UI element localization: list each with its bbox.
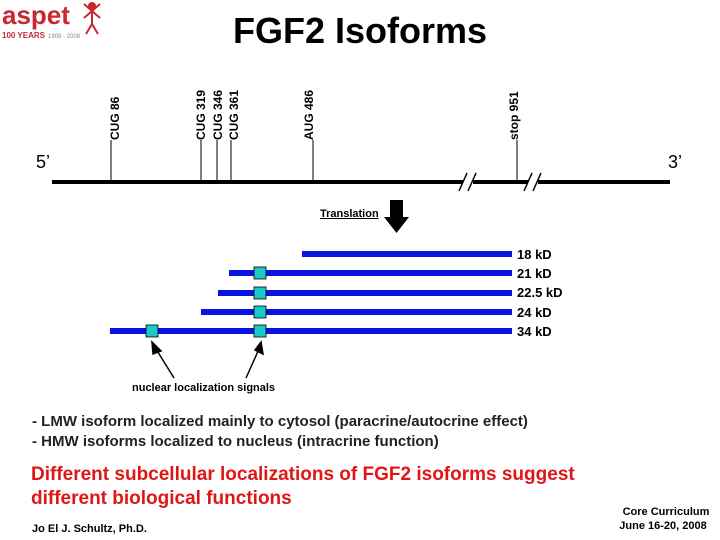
figure-icon xyxy=(83,2,101,35)
isoform-label-34kd: 34 kD xyxy=(517,324,552,339)
nls-box-24kd xyxy=(253,305,267,319)
slide-title: FGF2 Isoforms xyxy=(232,10,488,51)
author-credit: Jo El J. Schultz, Ph.D. xyxy=(32,523,147,535)
aspet-logo: aspet 100 YEARS 1908 · 2008 xyxy=(2,0,101,40)
footer-course: Core Curriculum xyxy=(622,506,710,518)
gene-break-1 xyxy=(458,172,477,192)
conclusion-line-1: Different subcellular localizations of F… xyxy=(31,464,575,485)
isoform-label-18kd: 18 kD xyxy=(517,247,552,262)
note-hmw: - HMW isoforms localized to nucleus (int… xyxy=(32,433,439,450)
three-prime-label: 3’ xyxy=(668,152,682,172)
footer-dates: June 16-20, 2008 xyxy=(619,520,707,532)
nls-pointer-right-head xyxy=(253,340,264,356)
isoform-label-24kd: 24 kD xyxy=(517,305,552,320)
logo-wordmark: aspet xyxy=(2,0,70,30)
translation-arrow-icon xyxy=(384,200,409,233)
logo-tagline: 100 YEARS xyxy=(2,31,46,40)
nls-pointer-left xyxy=(155,348,175,379)
isoform-label-21kd: 21 kD xyxy=(517,266,552,281)
conclusion-line-2: different biological functions xyxy=(31,488,292,509)
translation-label: Translation xyxy=(320,208,379,220)
nls-box-34kd-a xyxy=(253,324,267,338)
isoform-label-22-5kd: 22.5 kD xyxy=(517,285,563,300)
nls-label: nuclear localization signals xyxy=(132,382,276,394)
nls-box-22-5kd xyxy=(253,286,267,300)
nls-pointer-right xyxy=(245,348,260,379)
logo-years: 1908 · 2008 xyxy=(48,34,81,40)
nls-pointer-left-head xyxy=(151,340,163,356)
gene-break-2 xyxy=(523,172,542,192)
note-lmw: - LMW isoform localized mainly to cytoso… xyxy=(32,413,528,430)
nls-box-21kd xyxy=(253,266,267,280)
nls-box-34kd-b xyxy=(145,324,159,338)
five-prime-label: 5’ xyxy=(36,152,50,172)
